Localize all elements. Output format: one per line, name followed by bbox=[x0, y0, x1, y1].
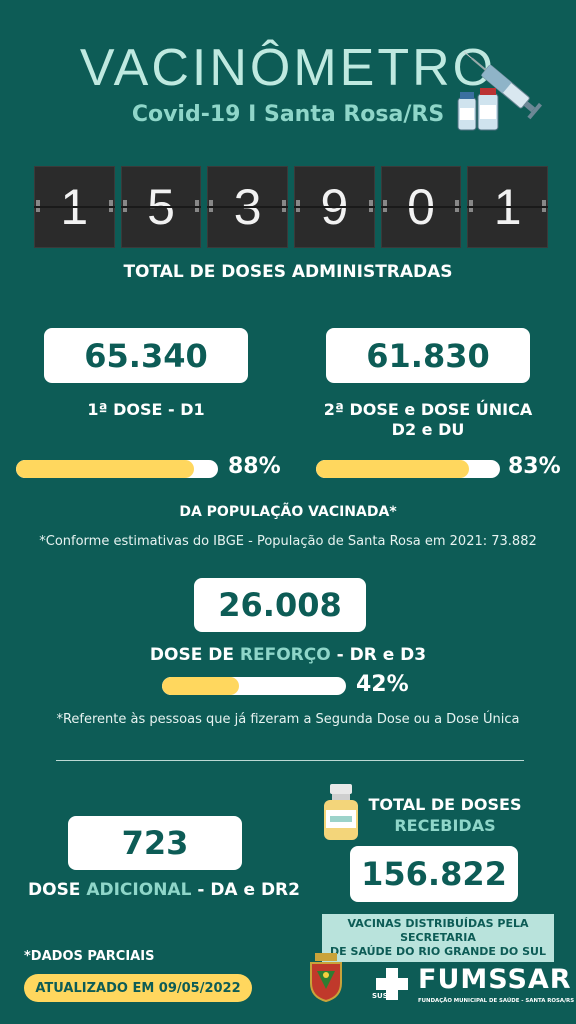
counter-digit: 1 bbox=[467, 166, 549, 248]
booster-label-pre: DOSE DE bbox=[149, 645, 240, 665]
partial-data-note: *DADOS PARCIAIS bbox=[24, 949, 155, 964]
dose1-value-box: 65.340 bbox=[44, 328, 248, 383]
additional-value-box: 723 bbox=[68, 816, 242, 870]
updated-text: ATUALIZADO EM 09/05/2022 bbox=[35, 980, 241, 996]
updated-badge: ATUALIZADO EM 09/05/2022 bbox=[24, 974, 252, 1002]
page-title: VACINÔMETRO bbox=[79, 39, 497, 97]
dose2-label-line1: 2ª DOSE e DOSE ÚNICA bbox=[323, 400, 533, 419]
dose2-label-line2: D2 e DU bbox=[391, 420, 465, 439]
counter-digit: 1 bbox=[34, 166, 115, 248]
booster-label: DOSE DE REFORÇO - DR e D3 bbox=[0, 645, 576, 665]
counter-digit: 0 bbox=[380, 166, 462, 248]
received-note-line1: VACINAS DISTRIBUÍDAS PELA SECRETARIA bbox=[347, 917, 529, 944]
dose2-progress-fill bbox=[316, 460, 469, 478]
counter-digit-value: 1 bbox=[60, 179, 89, 235]
counter-digit: 9 bbox=[294, 166, 375, 248]
page-subtitle: Covid-19 I Santa Rosa/RS bbox=[131, 102, 445, 127]
additional-value: 723 bbox=[121, 824, 189, 862]
additional-label-pre: DOSE bbox=[28, 880, 87, 900]
population-label: DA POPULAÇÃO VACINADA* bbox=[179, 504, 397, 520]
counter-digit: 5 bbox=[120, 166, 202, 248]
dose2-value-box: 61.830 bbox=[326, 328, 530, 383]
booster-label-post: - DR e D3 bbox=[330, 645, 427, 665]
additional-label-accent: ADICIONAL bbox=[86, 880, 192, 900]
counter-digit-value: 1 bbox=[493, 179, 522, 235]
counter-digit-value: 0 bbox=[407, 179, 435, 235]
received-note: VACINAS DISTRIBUÍDAS PELA SECRETARIA DE … bbox=[322, 914, 554, 962]
dose1-progress-bar bbox=[16, 460, 218, 478]
booster-footnote: *Referente às pessoas que já fizeram a S… bbox=[56, 712, 520, 727]
doses-counter: 1 5 3 9 0 1 bbox=[34, 166, 549, 248]
received-title-line2: RECEBIDAS bbox=[394, 816, 496, 835]
fumssar-subtitle: FUNDAÇÃO MUNICIPAL DE SAÚDE - SANTA ROSA… bbox=[418, 998, 575, 1004]
dose2-progress-bar bbox=[316, 460, 500, 478]
booster-progress-fill bbox=[162, 677, 240, 695]
counter-digit: 3 bbox=[207, 166, 289, 248]
sus-label: SUS bbox=[372, 992, 388, 1000]
dose1-value: 65.340 bbox=[84, 336, 208, 375]
dose1-label: 1ª DOSE - D1 bbox=[87, 400, 205, 419]
total-doses-label: TOTAL DE DOSES ADMINISTRADAS bbox=[123, 262, 453, 282]
received-title-line1: TOTAL DE DOSES bbox=[368, 795, 522, 814]
fumssar-logo-text: FUMSSAR bbox=[418, 964, 572, 995]
dose1-percent: 88% bbox=[228, 454, 281, 479]
additional-label-post: - DA e DR2 bbox=[191, 880, 300, 900]
booster-progress-bar bbox=[162, 677, 346, 695]
vaccine-syringe-icon bbox=[457, 51, 543, 131]
booster-percent: 42% bbox=[356, 672, 409, 697]
dose1-progress-fill bbox=[16, 460, 194, 478]
dose2-percent: 83% bbox=[508, 454, 561, 479]
received-value-box: 156.822 bbox=[350, 846, 518, 902]
booster-value-box: 26.008 bbox=[194, 578, 366, 632]
vaccine-vial-icon bbox=[324, 784, 358, 840]
section-divider bbox=[56, 760, 524, 761]
dose2-value: 61.830 bbox=[366, 336, 490, 375]
counter-digit-value: 3 bbox=[233, 179, 262, 235]
municipal-coat-of-arms-icon bbox=[310, 953, 342, 1003]
sus-cross-icon bbox=[376, 968, 408, 1000]
received-value: 156.822 bbox=[361, 855, 507, 893]
booster-value: 26.008 bbox=[218, 586, 342, 624]
dose2-label: 2ª DOSE e DOSE ÚNICA D2 e DU bbox=[300, 400, 556, 440]
population-footnote: *Conforme estimativas do IBGE - Populaçã… bbox=[39, 534, 537, 549]
received-note-line2: DE SAÚDE DO RIO GRANDE DO SUL bbox=[330, 945, 546, 958]
counter-digit-value: 5 bbox=[147, 179, 175, 235]
received-title: TOTAL DE DOSES RECEBIDAS bbox=[350, 794, 540, 836]
additional-label: DOSE ADICIONAL - DA e DR2 bbox=[14, 880, 314, 900]
counter-digit-value: 9 bbox=[320, 179, 349, 235]
booster-label-accent: REFORÇO bbox=[239, 645, 331, 665]
